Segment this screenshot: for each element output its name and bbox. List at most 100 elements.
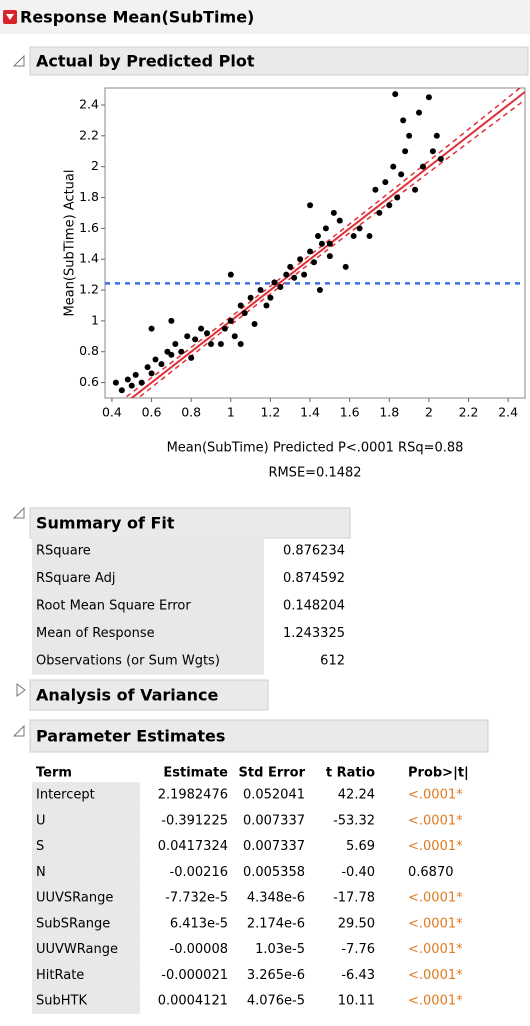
cell: -7.76 <box>341 942 375 957</box>
point <box>398 171 405 178</box>
cell: <.0001* <box>408 942 463 957</box>
disclosure-open[interactable] <box>12 506 25 519</box>
point <box>178 348 185 355</box>
outline-bar <box>29 679 269 711</box>
point <box>184 333 191 340</box>
cell: UUVWRange <box>36 942 118 957</box>
point <box>267 294 274 301</box>
outline-bar <box>29 719 489 753</box>
point <box>217 341 224 348</box>
point <box>326 240 333 247</box>
x-tick-label: 1.2 <box>260 405 280 420</box>
report-title: Response Mean(SubTime) <box>20 8 254 27</box>
plot-area <box>105 88 525 398</box>
cell: -0.000021 <box>161 968 228 983</box>
point <box>148 370 155 377</box>
point <box>386 202 393 209</box>
point <box>392 91 399 98</box>
row-label-bg <box>32 564 264 593</box>
section-title: Actual by Predicted Plot <box>36 52 255 71</box>
cell: 4.076e-5 <box>247 994 305 1009</box>
cell: <.0001* <box>408 968 463 983</box>
point <box>124 376 131 383</box>
point <box>350 233 357 240</box>
cell: SubHTK <box>36 994 87 1009</box>
fit-line <box>130 91 525 398</box>
y-tick-label: 1.8 <box>79 189 99 204</box>
row-label-bg <box>32 537 264 565</box>
cell: HitRate <box>36 968 84 983</box>
point <box>277 283 284 290</box>
cell: 6.413e-5 <box>170 916 228 931</box>
x-tick-label: 2.2 <box>459 405 479 420</box>
x-axis-label: Mean(SubTime) Predicted P<.0001 RSq=0.88 <box>167 441 464 456</box>
section-title: Summary of Fit <box>36 514 175 533</box>
point <box>419 163 426 170</box>
point <box>241 310 248 317</box>
y-tick-label: 0.8 <box>79 343 99 358</box>
column-header: Estimate <box>163 766 228 781</box>
point <box>188 354 195 361</box>
point <box>227 317 234 324</box>
row-label: Root Mean Square Error <box>36 599 191 614</box>
point <box>416 109 423 116</box>
column-header: Std Error <box>239 766 306 781</box>
point <box>231 333 238 340</box>
disclosure-open[interactable] <box>12 724 25 737</box>
point <box>118 387 125 394</box>
cell: 0.0004121 <box>158 994 228 1009</box>
cell: 1.03e-5 <box>255 942 305 957</box>
y-tick-label: 1 <box>91 312 99 327</box>
x-tick-label: 2 <box>425 405 433 420</box>
point <box>322 225 329 232</box>
disclosure-closed[interactable] <box>16 683 26 697</box>
point <box>271 279 278 286</box>
cell: 2.1982476 <box>158 788 228 803</box>
point <box>307 248 314 255</box>
cell: 0.007337 <box>243 839 305 854</box>
outline-bar <box>29 507 351 539</box>
point <box>128 382 135 389</box>
cell: 3.265e-6 <box>247 968 305 983</box>
point <box>412 186 419 193</box>
x-tick-label: 1.6 <box>340 405 360 420</box>
cell: -6.43 <box>341 968 375 983</box>
x-tick-label: 2.4 <box>498 405 518 420</box>
point <box>394 194 401 201</box>
cell: 29.50 <box>338 916 375 931</box>
section-title: Analysis of Variance <box>36 686 218 705</box>
cell: -0.00008 <box>170 942 228 957</box>
column-header: Prob>|t| <box>408 766 469 781</box>
row-label: RSquare <box>36 544 91 559</box>
point <box>198 325 205 332</box>
cell: SubSRange <box>36 916 110 931</box>
term-bg <box>32 859 140 886</box>
point <box>330 209 337 216</box>
row-label-bg <box>32 592 264 620</box>
point <box>168 317 175 324</box>
disclosure-open[interactable] <box>12 54 25 67</box>
point <box>406 132 413 139</box>
point <box>144 364 151 371</box>
y-tick-label: 2.4 <box>79 96 99 111</box>
point <box>247 294 254 301</box>
row-value: 0.148204 <box>283 599 345 614</box>
cell: U <box>36 813 46 828</box>
point <box>437 155 444 162</box>
cell: -0.40 <box>341 865 375 880</box>
cell: S <box>36 839 44 854</box>
point <box>425 94 432 101</box>
point <box>207 341 214 348</box>
point <box>227 271 234 278</box>
cell: -17.78 <box>333 891 375 906</box>
point <box>297 256 304 263</box>
term-bg <box>32 885 140 911</box>
point <box>237 302 244 309</box>
column-header: Term <box>36 766 72 781</box>
cell: <.0001* <box>408 813 463 828</box>
row-value: 0.874592 <box>283 571 345 586</box>
point <box>251 320 258 327</box>
point <box>148 325 155 332</box>
cell: 0.6870 <box>408 865 454 880</box>
point <box>158 361 165 368</box>
